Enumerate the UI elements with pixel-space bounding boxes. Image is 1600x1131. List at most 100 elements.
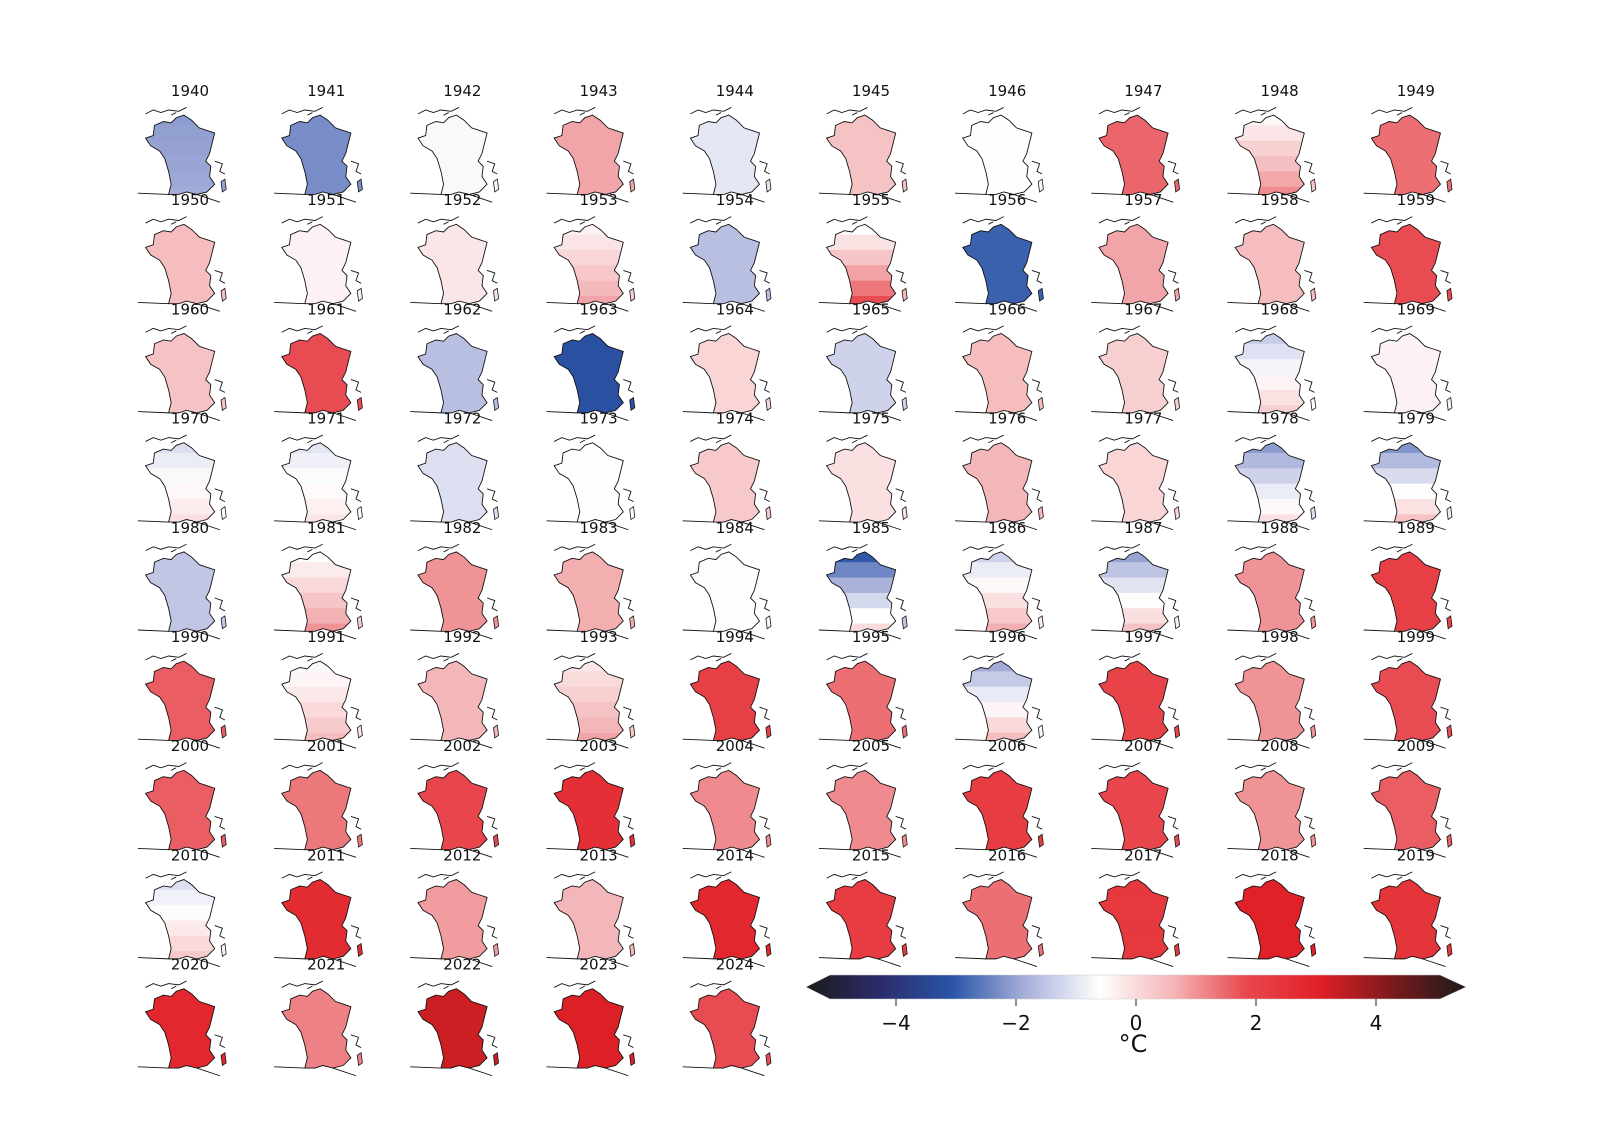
border-fragment xyxy=(759,1034,770,1049)
map-panel-1956: 1956 xyxy=(955,191,1044,312)
map-fill-band xyxy=(417,717,488,735)
map-fill-band xyxy=(554,171,624,189)
map-fill-band xyxy=(281,125,351,142)
uk-coastline xyxy=(145,980,187,990)
coastline xyxy=(410,847,493,858)
map-fill-band xyxy=(962,577,1032,595)
map-fill-band xyxy=(1098,770,1169,782)
map-fill-band xyxy=(1371,333,1441,346)
map-panel-1947: 1947 xyxy=(1091,82,1181,203)
border-fragment xyxy=(623,597,634,612)
map-year-label: 1953 xyxy=(580,191,618,209)
border-fragment xyxy=(350,706,362,721)
border-fragment xyxy=(623,1034,634,1049)
border-fragment xyxy=(350,379,362,393)
map-panel-1970: 1970 xyxy=(137,410,227,531)
map-panel-2021: 2021 xyxy=(274,956,363,1077)
map-year-label: 1958 xyxy=(1261,191,1299,209)
map-year-label: 1945 xyxy=(852,82,890,100)
map-year-label: 1997 xyxy=(1124,628,1162,646)
map-year-label: 2010 xyxy=(171,846,209,864)
map-fill-band xyxy=(281,374,351,392)
map-panel-2022: 2022 xyxy=(410,956,500,1077)
map-fill-band xyxy=(554,998,624,1016)
map-fill-band xyxy=(554,1045,624,1062)
map-fill-band xyxy=(145,374,215,392)
map-fill-band xyxy=(1098,889,1169,907)
map-fill-band xyxy=(145,249,215,267)
map-fill-band xyxy=(1235,811,1305,828)
map-fill-band xyxy=(554,389,624,407)
coastline xyxy=(1363,629,1446,640)
map-fill-band xyxy=(281,249,351,267)
map-year-label: 1983 xyxy=(580,519,618,537)
coastline xyxy=(1227,411,1310,421)
corsica-shape xyxy=(1310,615,1317,630)
map-fill-band xyxy=(690,1014,760,1031)
uk-coastline xyxy=(281,107,323,116)
map-fill-band xyxy=(417,452,488,470)
map-fill-band xyxy=(145,562,215,579)
map-fill-band xyxy=(145,592,215,610)
map-fill-band xyxy=(417,280,488,298)
coastline xyxy=(546,1066,629,1077)
maps-grid: 1940 1941 1942 1943 1944 1945 1946 1947 1948 1949… xyxy=(137,82,1453,1077)
map-fill-band xyxy=(145,389,215,407)
map-fill-band xyxy=(962,514,1032,523)
uk-coastline xyxy=(553,543,596,553)
map-fill-band xyxy=(962,608,1032,625)
corsica-shape xyxy=(1174,178,1181,193)
map-fill-band xyxy=(417,562,488,579)
map-fill-band xyxy=(554,686,624,704)
map-fill-band xyxy=(690,359,760,376)
map-year-label: 2011 xyxy=(307,846,345,864)
coastline xyxy=(1227,301,1310,312)
map-year-label: 1982 xyxy=(443,519,481,537)
map-fill-band xyxy=(145,717,215,735)
map-fill-band xyxy=(962,780,1032,798)
map-fill-band xyxy=(1235,879,1305,892)
map-fill-band xyxy=(1371,592,1441,610)
map-fill-band xyxy=(690,1060,760,1069)
map-year-label: 1989 xyxy=(1397,519,1435,537)
map-fill-band xyxy=(554,951,624,959)
corsica-shape xyxy=(1037,178,1044,193)
coastline xyxy=(546,629,629,640)
map-fill-band xyxy=(145,732,215,741)
border-fragment xyxy=(214,488,226,503)
corsica-shape xyxy=(1446,178,1453,193)
map-fill-band xyxy=(554,732,624,741)
coastline xyxy=(274,629,357,640)
map-fill-band xyxy=(1235,514,1305,523)
map-fill-band xyxy=(962,389,1032,407)
coastline xyxy=(274,411,357,421)
map-fill-band xyxy=(690,826,760,844)
coastline xyxy=(137,301,220,312)
corsica-shape xyxy=(356,724,363,739)
corsica-shape xyxy=(220,178,227,193)
corsica-shape xyxy=(356,833,363,848)
map-fill-band xyxy=(1371,780,1441,798)
map-fill-band xyxy=(281,442,351,455)
map-fill-band xyxy=(554,374,624,392)
map-panel-1975: 1975 xyxy=(818,410,908,531)
corsica-shape xyxy=(1174,942,1181,957)
map-fill-band xyxy=(417,671,488,688)
map-fill-band xyxy=(1235,551,1305,564)
border-fragment xyxy=(759,269,770,284)
map-fill-band xyxy=(281,826,351,844)
map-fill-band xyxy=(826,671,896,688)
map-fill-band xyxy=(417,115,488,127)
map-fill-band xyxy=(281,115,351,127)
map-fill-band xyxy=(690,296,760,304)
map-fill-band xyxy=(417,333,488,346)
map-panel-1972: 1972 xyxy=(410,410,500,531)
corsica-shape xyxy=(901,506,908,521)
map-fill-band xyxy=(962,442,1032,455)
map-panel-1991: 1991 xyxy=(274,628,363,749)
coastline xyxy=(274,192,357,203)
map-fill-band xyxy=(145,296,215,304)
map-fill-band xyxy=(281,389,351,407)
uk-coastline xyxy=(1098,325,1141,334)
map-panel-2006: 2006 xyxy=(955,737,1044,858)
